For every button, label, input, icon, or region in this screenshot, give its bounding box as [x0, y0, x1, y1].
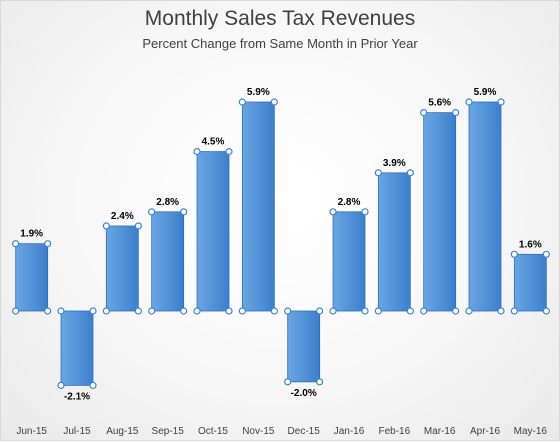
- bar-handle: [466, 308, 472, 314]
- bar-jan-16: [333, 212, 365, 311]
- data-label: 2.8%: [156, 197, 179, 208]
- bar-handle: [13, 241, 19, 247]
- bar-handle: [239, 308, 245, 314]
- bar-handle: [285, 308, 291, 314]
- x-tick-label: Dec-15: [288, 426, 321, 437]
- bar-handle: [90, 308, 96, 314]
- bar-handle: [498, 99, 504, 105]
- x-tick-label: Jun-15: [16, 426, 47, 437]
- bar-handle: [90, 382, 96, 388]
- bar-handle: [58, 308, 64, 314]
- bar-handle: [135, 308, 141, 314]
- bar-handle: [103, 308, 109, 314]
- bar-handle: [58, 382, 64, 388]
- bar-handle: [135, 223, 141, 229]
- bar-handle: [362, 308, 368, 314]
- data-label: 2.4%: [111, 211, 134, 222]
- bar-jul-15: [61, 311, 93, 385]
- x-tick-label: Sep-15: [152, 426, 185, 437]
- data-label: 1.9%: [20, 229, 43, 240]
- x-tick-label: Mar-16: [424, 426, 456, 437]
- bar-handle: [453, 110, 459, 116]
- bar-handle: [181, 209, 187, 215]
- bar-handle: [149, 308, 155, 314]
- bar-handle: [194, 149, 200, 155]
- bar-handle: [498, 308, 504, 314]
- x-tick-label: May-16: [514, 426, 548, 437]
- x-tick-label: Feb-16: [378, 426, 410, 437]
- bar-handle: [194, 308, 200, 314]
- bar-handle: [375, 308, 381, 314]
- bar-handle: [511, 308, 517, 314]
- bar-handle: [511, 251, 517, 257]
- bar-handle: [45, 241, 51, 247]
- data-label: 4.5%: [202, 137, 225, 148]
- bar-handle: [453, 308, 459, 314]
- data-label: 3.9%: [383, 158, 406, 169]
- data-label: 2.8%: [338, 197, 361, 208]
- bar-oct-15: [197, 152, 229, 311]
- x-tick-label: Jan-16: [334, 426, 365, 437]
- bar-handle: [103, 223, 109, 229]
- x-tick-label: Oct-15: [198, 426, 228, 437]
- bar-handle: [375, 170, 381, 176]
- bar-handle: [317, 379, 323, 385]
- bar-handle: [149, 209, 155, 215]
- bar-handle: [362, 209, 368, 215]
- bar-apr-16: [469, 102, 501, 311]
- bar-handle: [45, 308, 51, 314]
- bar-handle: [285, 379, 291, 385]
- bar-handle: [239, 99, 245, 105]
- bar-handle: [271, 99, 277, 105]
- data-label: 5.9%: [247, 87, 270, 98]
- bar-handle: [330, 308, 336, 314]
- bar-sep-15: [152, 212, 184, 311]
- bar-dec-15: [288, 311, 320, 382]
- bar-handle: [226, 308, 232, 314]
- data-label: 1.6%: [519, 239, 542, 250]
- bar-handle: [330, 209, 336, 215]
- bar-nov-15: [242, 102, 274, 311]
- x-tick-label: Aug-15: [106, 426, 139, 437]
- bar-aug-15: [106, 226, 138, 311]
- bar-jun-15: [16, 244, 48, 311]
- bar-handle: [407, 170, 413, 176]
- data-label: 5.6%: [428, 98, 451, 109]
- bar-handle: [181, 308, 187, 314]
- bar-handle: [421, 308, 427, 314]
- data-label: -2.0%: [291, 388, 317, 399]
- bar-handle: [226, 149, 232, 155]
- bar-handle: [271, 308, 277, 314]
- bar-handle: [543, 251, 549, 257]
- bar-handle: [13, 308, 19, 314]
- bar-may-16: [514, 254, 546, 311]
- data-label: -2.1%: [64, 391, 90, 402]
- bar-handle: [317, 308, 323, 314]
- x-tick-label: Apr-16: [470, 426, 500, 437]
- x-tick-label: Nov-15: [242, 426, 275, 437]
- data-label: 5.9%: [474, 87, 497, 98]
- bar-mar-16: [424, 113, 456, 311]
- bar-handle: [407, 308, 413, 314]
- x-tick-label: Jul-15: [63, 426, 91, 437]
- bar-feb-16: [378, 173, 410, 311]
- bar-handle: [466, 99, 472, 105]
- bar-handle: [421, 110, 427, 116]
- bar-handle: [543, 308, 549, 314]
